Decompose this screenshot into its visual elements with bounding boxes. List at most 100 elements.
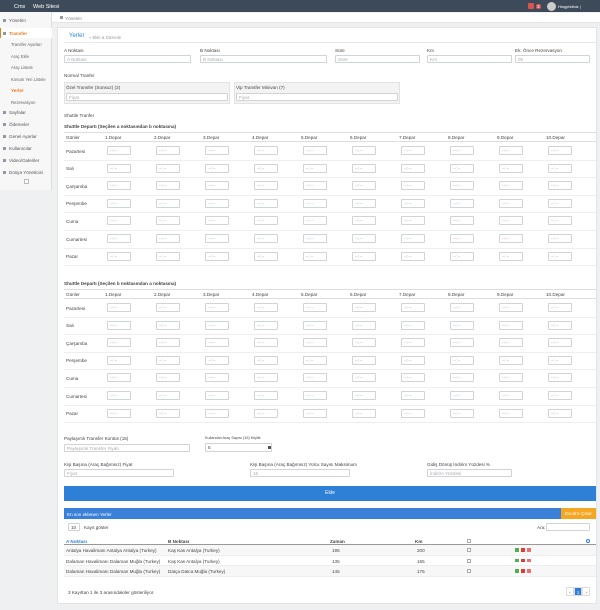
- time-input[interactable]: --:--: [254, 408, 278, 418]
- user-menu[interactable]: Hoşgeldiniz |: [558, 4, 581, 9]
- text-input[interactable]: Paylaşımlı Transfer Fiyatı: [64, 444, 190, 452]
- time-input[interactable]: --:--: [205, 198, 229, 208]
- time-input[interactable]: --:--: [156, 391, 180, 400]
- row-checkbox[interactable]: [467, 569, 471, 573]
- column-header[interactable]: Km: [415, 539, 423, 544]
- time-input[interactable]: --:--: [499, 355, 523, 365]
- select[interactable]: 5: [205, 443, 272, 452]
- time-input[interactable]: --:--: [303, 146, 327, 155]
- time-input[interactable]: --:--: [156, 338, 180, 348]
- time-input[interactable]: --:--: [303, 181, 327, 191]
- time-input[interactable]: --:--: [548, 303, 572, 312]
- time-input[interactable]: --:--: [156, 303, 180, 312]
- time-input[interactable]: --:--: [499, 320, 523, 330]
- time-input[interactable]: --:--: [450, 303, 474, 312]
- time-input[interactable]: --:--: [450, 181, 474, 191]
- time-input[interactable]: --:--: [401, 373, 425, 383]
- time-input[interactable]: --:--: [156, 320, 180, 330]
- time-input[interactable]: --:--: [352, 181, 376, 191]
- time-input[interactable]: --:--: [548, 373, 572, 383]
- export-button[interactable]: Excel'e Çıkar: [561, 508, 596, 519]
- row-checkbox[interactable]: [467, 548, 471, 552]
- time-input[interactable]: --:--: [303, 198, 327, 208]
- time-input[interactable]: --:--: [303, 303, 327, 312]
- page-button[interactable]: ‹: [566, 587, 574, 596]
- time-input[interactable]: --:--: [156, 251, 180, 261]
- search-input[interactable]: [546, 523, 590, 531]
- site-link[interactable]: Web Sitesi: [33, 3, 60, 10]
- time-input[interactable]: --:--: [499, 391, 523, 400]
- time-input[interactable]: --:--: [401, 391, 425, 400]
- time-input[interactable]: --:--: [205, 391, 229, 400]
- time-input[interactable]: --:--: [352, 234, 376, 243]
- time-input[interactable]: --:--: [401, 251, 425, 261]
- menu-item[interactable]: Video/Galeriler: [9, 158, 40, 163]
- time-input[interactable]: --:--: [205, 216, 229, 226]
- submenu-item[interactable]: Transfer Ayarları: [11, 42, 42, 47]
- refresh-icon[interactable]: [586, 539, 590, 543]
- time-input[interactable]: --:--: [303, 163, 327, 173]
- time-input[interactable]: --:--: [156, 234, 180, 243]
- time-input[interactable]: --:--: [548, 181, 572, 191]
- submit-button[interactable]: Ekle: [64, 486, 596, 501]
- time-input[interactable]: --:--: [499, 163, 523, 173]
- time-input[interactable]: --:--: [499, 373, 523, 383]
- time-input[interactable]: --:--: [499, 303, 523, 312]
- time-input[interactable]: --:--: [499, 408, 523, 418]
- time-input[interactable]: --:--: [352, 338, 376, 348]
- text-input[interactable]: İndirim Yüzdesi: [427, 469, 512, 477]
- time-input[interactable]: --:--: [499, 338, 523, 348]
- time-input[interactable]: --:--: [254, 216, 278, 226]
- time-input[interactable]: --:--: [401, 320, 425, 330]
- time-input[interactable]: --:--: [205, 234, 229, 243]
- time-input[interactable]: --:--: [401, 216, 425, 226]
- length-select[interactable]: 10: [68, 523, 80, 531]
- time-input[interactable]: --:--: [450, 320, 474, 330]
- time-input[interactable]: --:--: [303, 251, 327, 261]
- time-input[interactable]: --:--: [254, 146, 278, 155]
- time-input[interactable]: --:--: [107, 408, 131, 418]
- time-input[interactable]: --:--: [548, 355, 572, 365]
- time-input[interactable]: --:--: [156, 146, 180, 155]
- time-input[interactable]: --:--: [205, 251, 229, 261]
- time-input[interactable]: --:--: [450, 251, 474, 261]
- menu-item[interactable]: Dosya Yöneticisi: [9, 170, 43, 175]
- time-input[interactable]: --:--: [205, 303, 229, 312]
- time-input[interactable]: --:--: [205, 320, 229, 330]
- time-input[interactable]: --:--: [205, 146, 229, 155]
- time-input[interactable]: --:--: [156, 181, 180, 191]
- time-input[interactable]: --:--: [499, 216, 523, 226]
- time-input[interactable]: --:--: [107, 355, 131, 365]
- time-input[interactable]: --:--: [303, 216, 327, 226]
- time-input[interactable]: --:--: [450, 373, 474, 383]
- time-input[interactable]: --:--: [303, 408, 327, 418]
- delete-icon[interactable]: [521, 558, 525, 562]
- menu-item[interactable]: Ödemeler: [9, 122, 30, 127]
- time-input[interactable]: --:--: [401, 408, 425, 418]
- text-input[interactable]: Süre: [335, 55, 420, 63]
- time-input[interactable]: --:--: [450, 355, 474, 365]
- time-input[interactable]: --:--: [548, 338, 572, 348]
- time-input[interactable]: --:--: [401, 303, 425, 312]
- time-input[interactable]: --:--: [548, 251, 572, 261]
- time-input[interactable]: --:--: [303, 373, 327, 383]
- time-input[interactable]: --:--: [303, 355, 327, 365]
- time-input[interactable]: --:--: [352, 146, 376, 155]
- time-input[interactable]: --:--: [254, 338, 278, 348]
- time-input[interactable]: --:--: [352, 391, 376, 400]
- text-input[interactable]: Fiyat: [64, 469, 174, 477]
- time-input[interactable]: --:--: [254, 303, 278, 312]
- submenu-item[interactable]: Araç Listele: [11, 65, 33, 70]
- time-input[interactable]: --:--: [107, 234, 131, 243]
- time-input[interactable]: --:--: [499, 198, 523, 208]
- time-input[interactable]: --:--: [254, 163, 278, 173]
- time-input[interactable]: --:--: [156, 198, 180, 208]
- delete-icon[interactable]: [521, 569, 525, 573]
- time-input[interactable]: --:--: [352, 163, 376, 173]
- time-input[interactable]: --:--: [303, 320, 327, 330]
- time-input[interactable]: --:--: [254, 234, 278, 243]
- time-input[interactable]: --:--: [303, 391, 327, 400]
- time-input[interactable]: --:--: [401, 181, 425, 191]
- time-input[interactable]: --:--: [548, 408, 572, 418]
- time-input[interactable]: --:--: [401, 338, 425, 348]
